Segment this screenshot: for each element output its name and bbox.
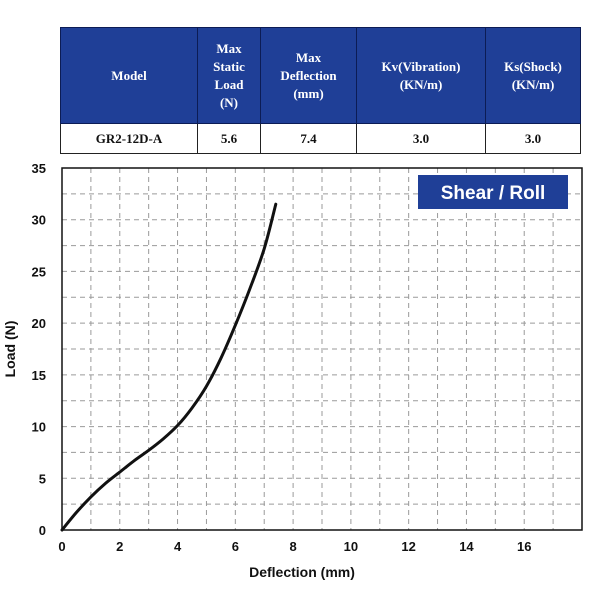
x-tick-label: 4 — [174, 539, 182, 554]
y-axis-title: Load (N) — [2, 321, 18, 378]
spec-table-header-row: Model Max Static Load (N) Max Deflection… — [60, 27, 581, 124]
header-kv-vibration: Kv(Vibration) (KN/m) — [356, 27, 486, 124]
load-deflection-curve — [60, 202, 278, 532]
header-max-deflection: Max Deflection (mm) — [260, 27, 357, 124]
y-tick-label: 0 — [39, 523, 46, 538]
cell-model: GR2-12D-A — [60, 123, 198, 154]
x-tick-label: 0 — [58, 539, 65, 554]
plot-frame — [61, 167, 583, 531]
x-tick-label: 12 — [401, 539, 415, 554]
cell-max-deflection: 7.4 — [260, 123, 357, 154]
x-axis-title: Deflection (mm) — [249, 564, 355, 580]
header-ks-shock: Ks(Shock) (KN/m) — [485, 27, 581, 124]
x-tick-label: 10 — [344, 539, 358, 554]
x-tick-label: 8 — [289, 539, 296, 554]
y-tick-label: 35 — [32, 161, 46, 176]
y-axis-ticks: 0 5 10 15 20 25 30 35 — [32, 161, 46, 538]
chart-badge: Shear / Roll — [418, 175, 568, 209]
cell-max-static-load: 5.6 — [197, 123, 261, 154]
badge-label: Shear / Roll — [441, 183, 546, 204]
y-tick-label: 15 — [32, 368, 46, 383]
y-tick-label: 20 — [32, 316, 46, 331]
cell-ks-shock: 3.0 — [485, 123, 581, 154]
y-tick-label: 10 — [32, 420, 46, 435]
x-axis-ticks: 0 2 4 6 8 10 12 14 16 — [58, 539, 531, 554]
y-tick-label: 25 — [32, 264, 46, 279]
spec-table-row: GR2-12D-A 5.6 7.4 3.0 3.0 — [60, 123, 581, 154]
x-tick-label: 14 — [459, 539, 474, 554]
cell-kv-vibration: 3.0 — [356, 123, 486, 154]
chart-grid — [62, 168, 582, 530]
load-deflection-chart: 0 2 4 6 8 10 12 14 16 0 5 10 15 20 25 30 35 Shear / Rol… — [2, 161, 583, 580]
x-tick-label: 2 — [116, 539, 123, 554]
x-tick-label: 6 — [232, 539, 239, 554]
y-tick-label: 30 — [32, 213, 46, 228]
header-model: Model — [60, 27, 198, 124]
y-tick-label: 5 — [39, 471, 46, 486]
badge-background — [418, 175, 568, 209]
spec-table: Model Max Static Load (N) Max Deflection… — [60, 27, 581, 154]
header-max-static-load: Max Static Load (N) — [197, 27, 261, 124]
x-tick-label: 16 — [517, 539, 531, 554]
